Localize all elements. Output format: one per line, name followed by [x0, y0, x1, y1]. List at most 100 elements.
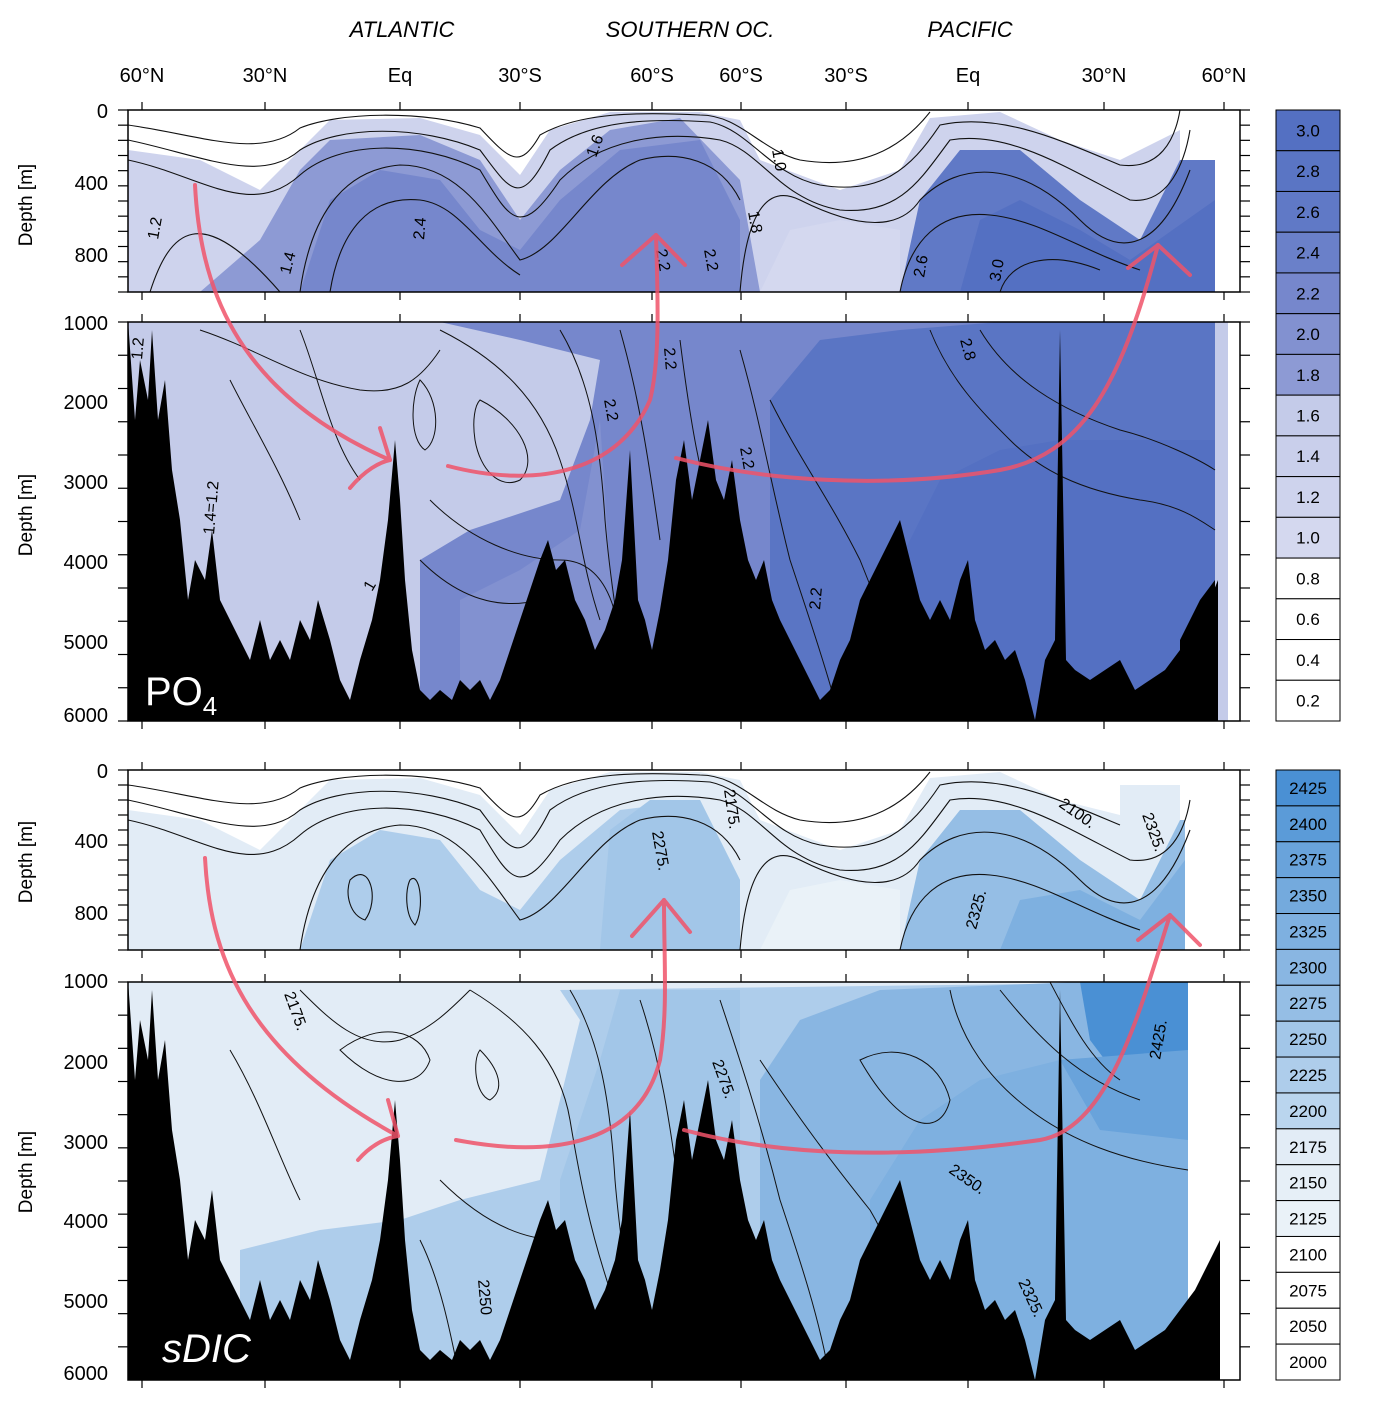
po4-panel: 1.2 1.4 2.4 1.6 1.0 1.8 2.2 2.2 2.6 3.0 … [16, 101, 1241, 727]
contour-label: 1.2 [145, 216, 166, 241]
contour-label: 2.2 [736, 446, 757, 471]
y-tick-label: 0 [97, 101, 108, 123]
colorbar-label: 2.4 [1296, 244, 1320, 263]
colorbar-label: 1.2 [1296, 488, 1320, 507]
colorbar-label: 2275 [1289, 994, 1327, 1013]
lat-tick: 60°S [630, 65, 674, 87]
y-tick-label: 3000 [64, 472, 109, 494]
ocean-title-atlantic: ATLANTIC [348, 17, 455, 42]
y-tick-label: 800 [75, 903, 108, 925]
colorbar-swatch [1275, 948, 1341, 986]
sdic-panel: 2275. 2175. 2100. 2325. 2325. 2175. 2275… [16, 761, 1241, 1385]
colorbar-label: 2175 [1289, 1138, 1327, 1157]
colorbar-swatch [1275, 394, 1341, 437]
contour-label: 1.8 [744, 210, 765, 235]
y-tick-label: 800 [75, 245, 108, 267]
colorbar-label: 2200 [1289, 1102, 1327, 1121]
contour-label: 1.2 [129, 337, 148, 361]
y-tick-label: 2000 [64, 1052, 109, 1074]
colorbar-label: 1.6 [1296, 407, 1320, 426]
ocean-titles: ATLANTIC SOUTHERN OC. PACIFIC [348, 17, 1013, 42]
lat-tick: 30°S [824, 65, 868, 87]
colorbar-swatch [1275, 1343, 1341, 1381]
colorbar-swatch [1275, 841, 1341, 879]
colorbar-label: 0.2 [1296, 692, 1320, 711]
contour-label: 2.2 [660, 347, 679, 371]
lat-tick: Eq [388, 65, 412, 87]
y-axis-title: Depth [m] [16, 1131, 37, 1213]
lat-tick: 30°S [498, 65, 542, 87]
y-tick-label: 5000 [64, 632, 109, 654]
colorbar-swatch [1275, 516, 1341, 559]
colorbar-label: 1.4 [1296, 447, 1320, 466]
ocean-title-pacific: PACIFIC [927, 17, 1012, 42]
contour-label: 2175. [720, 788, 742, 830]
lat-tick: 30°N [243, 65, 288, 87]
y-tick-label: 6000 [64, 705, 109, 727]
y-axis-title: Depth [m] [16, 821, 37, 903]
colorbar-swatch [1275, 1020, 1341, 1058]
contour-label: 2250 [474, 1279, 494, 1316]
colorbar-label: 2425 [1289, 779, 1327, 798]
colorbar-label: 2325 [1289, 922, 1327, 941]
colorbar-label: 2100 [1289, 1245, 1327, 1264]
contour-label: 1.4 [277, 250, 299, 276]
y-axis-title: Depth [m] [16, 164, 37, 246]
colorbar-swatch [1275, 679, 1341, 722]
colorbar-label: 0.6 [1296, 610, 1320, 629]
contour-label: 2.8 [676, 498, 697, 523]
colorbar-label: 2375 [1289, 851, 1327, 870]
colorbar-label: 2000 [1289, 1353, 1327, 1372]
colorbar-label: 2125 [1289, 1210, 1327, 1229]
lat-tick: 30°N [1082, 65, 1127, 87]
y-tick-label: 0 [97, 761, 108, 783]
contour-label: 2.2 [807, 587, 826, 611]
y-tick-label: 1000 [64, 971, 109, 993]
y-tick-label: 5000 [64, 1291, 109, 1313]
lat-tick: 60°N [120, 65, 165, 87]
contour-label: 1.4=1.2 [201, 480, 223, 535]
y-tick-label: 1000 [64, 313, 109, 335]
contour-label: 2.2 [700, 248, 721, 273]
po4-lower-field [128, 322, 1240, 721]
lat-tick: Eq [956, 65, 980, 87]
sdic-variable-label: sDIC [162, 1327, 252, 1371]
colorbar-swatch [1275, 639, 1341, 681]
contour-label: 2.4 [411, 217, 430, 241]
colorbar-swatch [1275, 557, 1341, 600]
lat-tick: 60°N [1202, 65, 1247, 87]
colorbar-swatch [1275, 1307, 1341, 1345]
colorbar-swatch [1275, 1271, 1341, 1309]
po4-y-axis: Depth [m] Depth [m] 0 400 800 1000 2000 … [16, 101, 108, 727]
colorbar-label: 2.0 [1296, 325, 1320, 344]
contour-label: 2275. [648, 830, 672, 872]
y-tick-label: 3000 [64, 1132, 109, 1154]
colorbar-label: 2350 [1289, 887, 1327, 906]
colorbar-swatch [1275, 598, 1341, 641]
ocean-title-southern: SOUTHERN OC. [606, 17, 775, 42]
sdic-lower-field [128, 982, 1240, 1380]
colorbar-label: 2.2 [1296, 284, 1320, 303]
colorbar-label: 2150 [1289, 1174, 1327, 1193]
colorbar-label: 0.8 [1296, 569, 1320, 588]
contour-label: 2.8 [956, 337, 978, 363]
contour-label: 1.0 [768, 148, 789, 173]
lat-tick: 60°S [719, 65, 763, 87]
po4-flow-arrows [193, 183, 1192, 490]
y-axis-title: Depth [m] [16, 474, 37, 556]
sdic-upper-field [128, 770, 1240, 950]
sdic-bathymetry [128, 982, 1220, 1380]
contour-label: 2425. [1147, 1018, 1171, 1060]
colorbar-label: 2225 [1289, 1066, 1327, 1085]
colorbar-label: 1.0 [1296, 529, 1320, 548]
contour-label: 1.6 [584, 133, 608, 160]
po4-variable-label: PO4 [145, 670, 217, 721]
colorbar-swatch [1275, 353, 1341, 396]
y-tick-label: 4000 [64, 552, 109, 574]
colorbar-label: 1.8 [1296, 366, 1320, 385]
y-tick-label: 400 [75, 831, 108, 853]
colorbar-label: 0.4 [1296, 651, 1320, 670]
colorbar-swatch [1275, 769, 1341, 807]
colorbar-swatch [1275, 1235, 1341, 1273]
colorbar-swatch [1275, 190, 1341, 233]
